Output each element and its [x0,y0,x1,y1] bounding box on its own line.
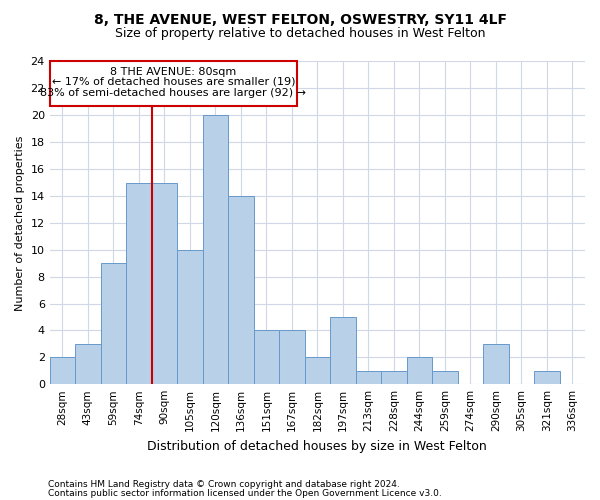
Bar [305,358,330,384]
Bar [432,370,458,384]
Bar [203,116,228,384]
Text: 8, THE AVENUE, WEST FELTON, OSWESTRY, SY11 4LF: 8, THE AVENUE, WEST FELTON, OSWESTRY, SY… [94,12,506,26]
Bar [50,358,75,384]
Text: ← 17% of detached houses are smaller (19): ← 17% of detached houses are smaller (19… [52,77,295,87]
Bar [75,344,101,384]
Bar [381,370,407,384]
Bar [101,263,126,384]
Bar [177,250,203,384]
Text: Contains HM Land Registry data © Crown copyright and database right 2024.: Contains HM Land Registry data © Crown c… [48,480,400,489]
X-axis label: Distribution of detached houses by size in West Felton: Distribution of detached houses by size … [148,440,487,452]
Bar [126,182,152,384]
Bar [483,344,509,384]
Bar [152,182,177,384]
Bar [254,330,279,384]
Bar [356,370,381,384]
Text: Size of property relative to detached houses in West Felton: Size of property relative to detached ho… [115,28,485,40]
Text: Contains public sector information licensed under the Open Government Licence v3: Contains public sector information licen… [48,488,442,498]
Y-axis label: Number of detached properties: Number of detached properties [15,135,25,310]
Text: 8 THE AVENUE: 80sqm: 8 THE AVENUE: 80sqm [110,67,236,77]
Bar [407,358,432,384]
FancyBboxPatch shape [50,62,297,106]
Text: 83% of semi-detached houses are larger (92) →: 83% of semi-detached houses are larger (… [40,88,307,98]
Bar [279,330,305,384]
Bar [228,196,254,384]
Bar [534,370,560,384]
Bar [330,317,356,384]
